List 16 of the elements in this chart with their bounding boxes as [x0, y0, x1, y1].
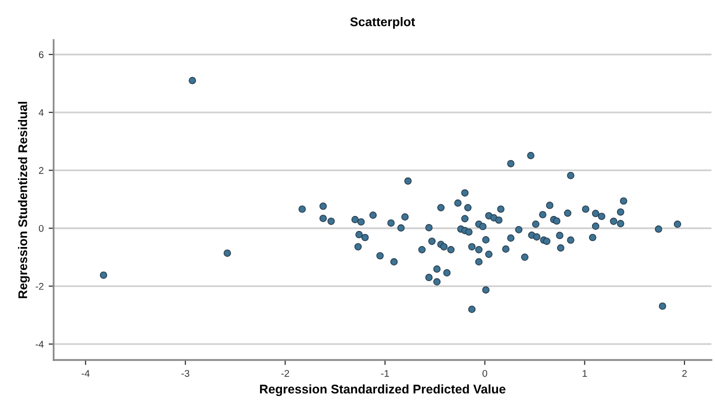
chart-title: Scatterplot	[350, 17, 416, 29]
y-tick-label: -4	[36, 340, 44, 348]
x-tick-label: -3	[181, 370, 190, 377]
x-axis-title: Regression Standardized Predicted Value	[260, 384, 506, 396]
x-tick-label: 2	[682, 370, 687, 377]
y-axis-title: Regression Studentized Residual	[18, 102, 30, 298]
x-tick-label: 1	[582, 370, 587, 377]
y-tick-label: 6	[38, 51, 44, 58]
y-tick-label: -2	[36, 282, 44, 290]
x-tick-label: 0	[482, 370, 488, 377]
y-tick-label: 4	[38, 109, 44, 116]
x-tick-label: -4	[82, 370, 90, 377]
y-tick-label: 2	[38, 167, 44, 174]
y-tick-label: 0	[38, 224, 44, 232]
x-tick-label: -2	[281, 370, 290, 377]
x-tick-label: -1	[381, 370, 389, 377]
